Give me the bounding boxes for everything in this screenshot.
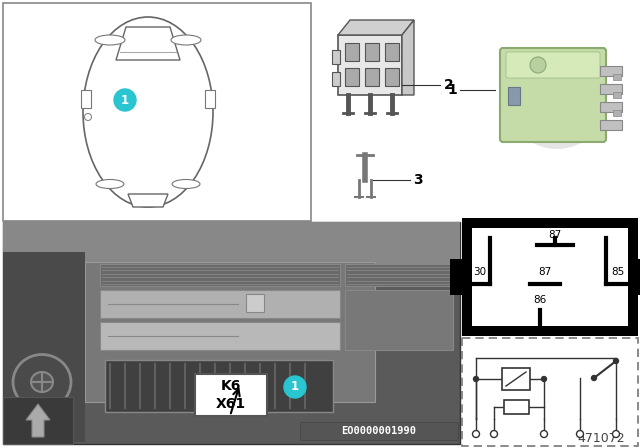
Text: 1: 1 xyxy=(447,83,457,97)
Bar xyxy=(504,400,529,414)
Bar xyxy=(100,290,340,318)
Circle shape xyxy=(472,431,479,438)
Bar xyxy=(332,72,340,86)
Bar xyxy=(3,247,460,267)
Circle shape xyxy=(474,376,479,382)
Text: 87: 87 xyxy=(548,230,562,240)
Ellipse shape xyxy=(172,180,200,189)
Text: 1: 1 xyxy=(291,380,299,393)
Text: 85: 85 xyxy=(611,267,625,277)
Bar xyxy=(3,397,73,444)
Circle shape xyxy=(507,49,607,149)
Ellipse shape xyxy=(171,35,201,45)
Circle shape xyxy=(530,57,546,73)
Circle shape xyxy=(541,376,547,382)
Text: 1: 1 xyxy=(121,94,129,107)
Bar xyxy=(345,264,453,286)
Circle shape xyxy=(614,358,618,363)
Bar xyxy=(472,228,628,326)
Ellipse shape xyxy=(96,180,124,189)
Bar xyxy=(3,222,460,252)
Circle shape xyxy=(591,375,596,380)
Circle shape xyxy=(577,431,584,438)
Text: 3: 3 xyxy=(413,173,422,187)
Text: 30: 30 xyxy=(474,267,486,277)
Text: 471072: 471072 xyxy=(577,431,625,444)
Bar xyxy=(205,90,215,108)
Bar xyxy=(100,264,340,286)
Bar xyxy=(3,3,311,221)
Bar xyxy=(502,368,530,390)
Circle shape xyxy=(284,376,306,398)
Bar xyxy=(345,68,359,86)
Bar xyxy=(385,43,399,61)
Circle shape xyxy=(541,431,547,438)
Text: K6: K6 xyxy=(221,379,241,393)
Bar xyxy=(345,290,453,350)
Ellipse shape xyxy=(31,372,53,392)
Polygon shape xyxy=(402,20,414,95)
Bar xyxy=(613,110,621,116)
Circle shape xyxy=(490,431,497,438)
Bar xyxy=(300,422,458,440)
Bar xyxy=(385,68,399,86)
Bar xyxy=(365,43,379,61)
Bar xyxy=(600,66,622,76)
Text: 86: 86 xyxy=(533,295,547,305)
Polygon shape xyxy=(338,20,414,35)
Bar xyxy=(450,259,463,295)
Bar xyxy=(508,87,520,105)
Bar xyxy=(365,68,379,86)
Polygon shape xyxy=(116,27,180,60)
Bar xyxy=(195,374,267,416)
Text: X61: X61 xyxy=(216,397,246,411)
Bar xyxy=(81,90,91,108)
Bar xyxy=(345,43,359,61)
Bar xyxy=(246,294,264,312)
Bar xyxy=(332,50,340,64)
Circle shape xyxy=(612,431,620,438)
Circle shape xyxy=(114,89,136,111)
Text: EO0000001990: EO0000001990 xyxy=(342,426,417,436)
FancyBboxPatch shape xyxy=(500,48,606,142)
Ellipse shape xyxy=(95,35,125,45)
Ellipse shape xyxy=(83,17,213,207)
Bar xyxy=(600,102,622,112)
Polygon shape xyxy=(128,194,168,207)
Text: 87: 87 xyxy=(538,267,552,277)
Bar xyxy=(3,222,460,444)
Bar xyxy=(613,92,621,98)
Bar xyxy=(85,262,375,402)
Polygon shape xyxy=(26,404,50,437)
Bar xyxy=(613,74,621,80)
Bar xyxy=(600,84,622,94)
Bar xyxy=(462,338,638,446)
Bar xyxy=(3,252,85,442)
Bar xyxy=(105,360,333,412)
Bar xyxy=(100,322,340,350)
FancyBboxPatch shape xyxy=(506,52,600,78)
Bar xyxy=(338,35,402,95)
Bar xyxy=(462,218,638,336)
Bar xyxy=(600,120,622,130)
Bar xyxy=(637,259,640,295)
Text: 2: 2 xyxy=(444,78,454,92)
